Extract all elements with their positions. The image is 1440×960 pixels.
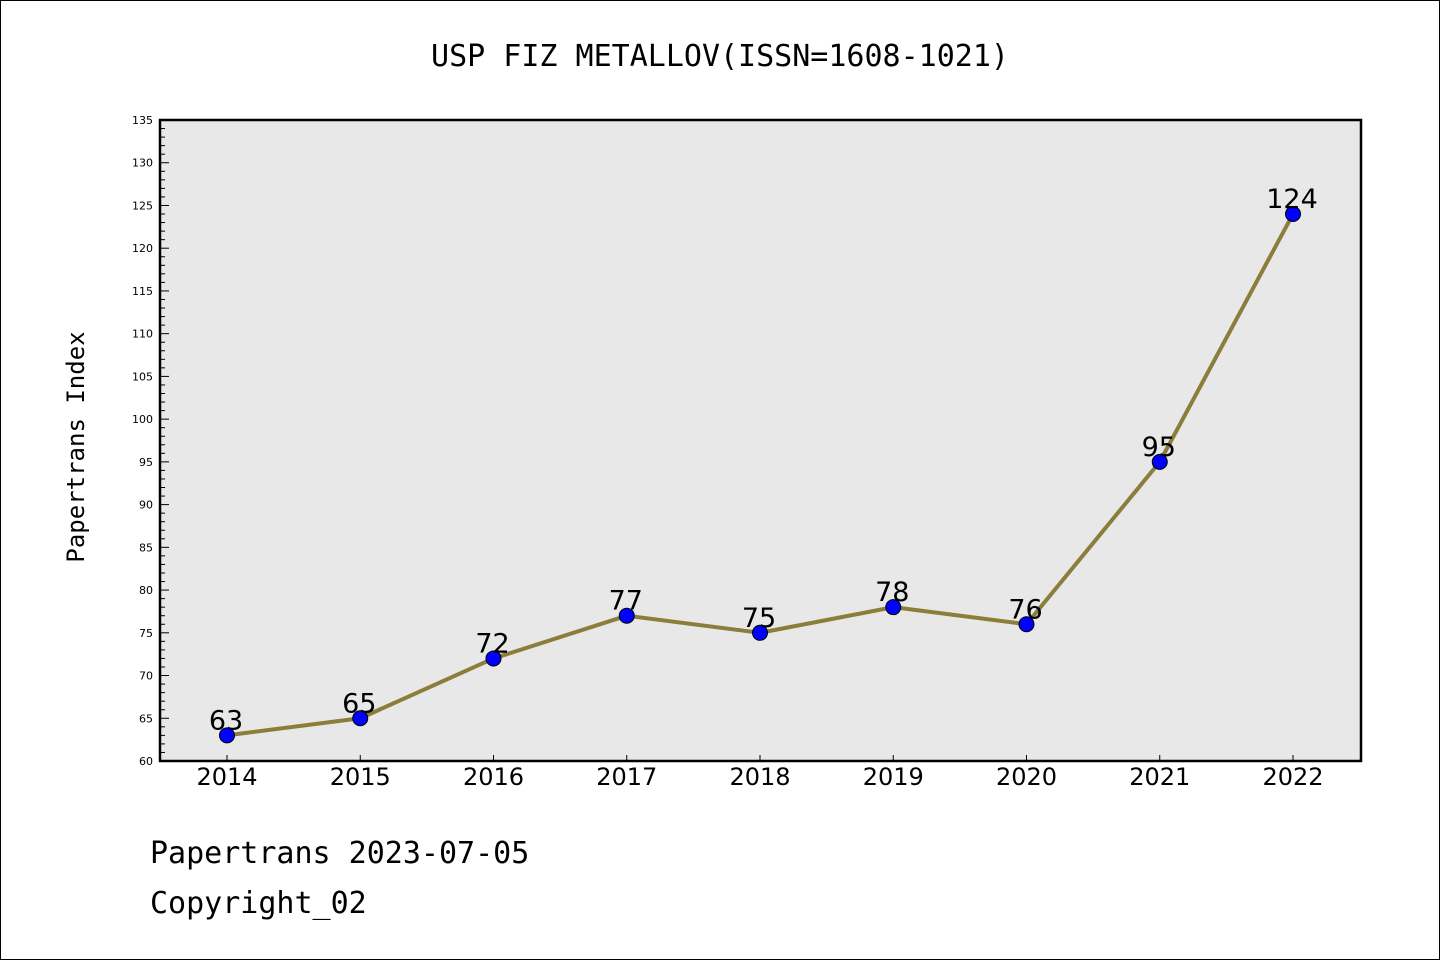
data-label: 95 xyxy=(1142,432,1176,463)
y-tick-label: 100 xyxy=(132,413,153,426)
data-markers xyxy=(219,206,1301,744)
x-tick-label: 2018 xyxy=(729,763,790,791)
y-tick-label: 75 xyxy=(139,627,153,640)
y-tick-label: 135 xyxy=(132,114,153,127)
y-tick-label: 90 xyxy=(139,499,153,512)
y-tick-label: 70 xyxy=(139,670,153,683)
data-point xyxy=(885,599,902,616)
y-tick-label: 80 xyxy=(139,584,153,597)
y-tick-label: 85 xyxy=(139,541,153,554)
y-tick-label: 110 xyxy=(132,328,153,341)
data-point xyxy=(1285,206,1301,223)
x-tick-label: 2021 xyxy=(1129,763,1190,791)
y-tick-label: 60 xyxy=(139,755,153,768)
data-point xyxy=(1018,616,1035,633)
plot-area xyxy=(160,120,1361,761)
x-tick-label: 2015 xyxy=(330,763,391,791)
data-labels: 63 65 72 77 75 78 76 95 124 xyxy=(209,184,1318,736)
data-label: 77 xyxy=(609,586,643,617)
y-tick-label: 95 xyxy=(139,456,153,469)
data-label: 63 xyxy=(209,705,243,736)
footer-copyright: Copyright_02 xyxy=(150,886,367,921)
x-tick-label: 2020 xyxy=(996,763,1057,791)
x-tick-label: 2014 xyxy=(196,763,257,791)
data-point xyxy=(752,624,768,641)
data-point xyxy=(219,727,235,744)
data-label: 78 xyxy=(875,577,909,608)
x-tick-label: 2022 xyxy=(1262,763,1323,791)
y-axis: 60 65 70 75 80 85 90 95 100 105 110 115 120 125 130 135 xyxy=(132,114,169,768)
data-label: 72 xyxy=(475,628,509,659)
data-label: 65 xyxy=(342,688,376,719)
y-tick-label: 125 xyxy=(132,199,153,212)
plot-border xyxy=(158,118,1363,763)
data-point xyxy=(352,710,369,727)
x-tick-label: 2017 xyxy=(596,763,657,791)
data-label: 76 xyxy=(1008,594,1042,625)
x-tick-label: 2019 xyxy=(863,763,924,791)
y-tick-label: 130 xyxy=(132,157,153,170)
chart-title: USP FIZ METALLOV(ISSN=1608-1021) xyxy=(431,39,1009,74)
data-label: 124 xyxy=(1266,184,1318,215)
y-tick-label: 105 xyxy=(132,370,153,383)
y-tick-label: 115 xyxy=(132,285,153,298)
y-tick-label: 65 xyxy=(139,712,153,725)
data-point xyxy=(618,607,635,624)
x-axis: 2014 2015 2016 2017 2018 2019 2020 2021 2022 xyxy=(196,755,1324,791)
data-point xyxy=(1151,453,1168,470)
data-point xyxy=(485,650,502,667)
x-tick-label: 2016 xyxy=(463,763,524,791)
y-axis-label: Papertrans Index xyxy=(62,331,90,562)
footer-date: Papertrans 2023-07-05 xyxy=(150,836,530,871)
data-label: 75 xyxy=(742,603,776,634)
y-tick-label: 120 xyxy=(132,242,153,255)
